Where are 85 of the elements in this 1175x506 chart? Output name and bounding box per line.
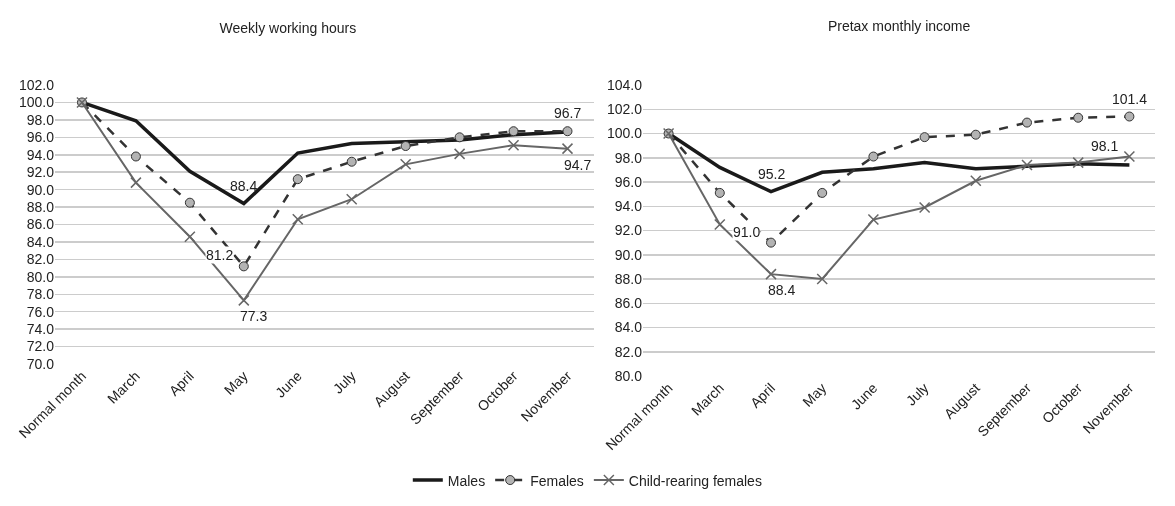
- data-label: 88.4: [230, 178, 258, 194]
- point: [970, 175, 982, 187]
- y-tick-label: 100.0: [18, 94, 55, 111]
- chart-title: Pretax monthly income: [827, 17, 971, 34]
- y-tick-label: 80.0: [614, 367, 643, 384]
- y-tick-label: 84.0: [26, 233, 55, 250]
- data-label: 94.7: [564, 157, 592, 173]
- y-tick-label: 94.0: [26, 146, 55, 163]
- y-tick-label: 88.0: [26, 198, 55, 215]
- point: [292, 174, 303, 185]
- y-tick-label: 102.0: [18, 76, 55, 93]
- point: [345, 193, 358, 205]
- y-tick-label: 80.0: [26, 268, 55, 285]
- y-tick-label: 72.0: [26, 338, 55, 355]
- y-tick-label: 98.0: [26, 111, 55, 128]
- y-tick-label: 90.0: [614, 246, 643, 263]
- y-tick-label: 82.0: [614, 343, 643, 360]
- x-tick-label: May: [799, 379, 830, 410]
- y-tick-label: 96.0: [26, 129, 55, 146]
- x-tick-label: July: [902, 379, 932, 409]
- data-label: 101.4: [1112, 91, 1148, 107]
- point: [508, 126, 519, 137]
- x-tick-label: May: [220, 367, 251, 398]
- point: [399, 158, 412, 171]
- point: [454, 132, 465, 143]
- y-tick-label: 74.0: [26, 321, 55, 338]
- legend-label: Child-rearing females: [628, 472, 762, 489]
- data-label: 95.2: [758, 166, 786, 182]
- point: [765, 268, 777, 280]
- point: [130, 151, 141, 162]
- point: [453, 148, 466, 160]
- point: [1073, 112, 1084, 123]
- y-tick-label: 98.0: [614, 149, 643, 166]
- y-tick-label: 102.0: [606, 101, 643, 118]
- y-tick-label: 82.0: [26, 251, 55, 268]
- y-tick-label: 92.0: [614, 222, 643, 239]
- y-tick-label: 86.0: [614, 295, 643, 312]
- point: [400, 141, 411, 152]
- x-tick-label: July: [329, 367, 359, 397]
- data-label: 77.3: [240, 308, 268, 324]
- point: [714, 218, 726, 231]
- point: [714, 187, 725, 198]
- y-tick-label: 94.0: [614, 198, 643, 215]
- data-label: 98.1: [1091, 138, 1119, 154]
- y-tick-label: 104.0: [606, 76, 643, 93]
- point: [130, 176, 142, 189]
- point: [1124, 111, 1135, 122]
- y-tick-label: 76.0: [26, 303, 55, 320]
- data-label: 88.4: [768, 282, 796, 298]
- point: [817, 187, 828, 198]
- point: [970, 129, 981, 140]
- point: [1021, 159, 1033, 171]
- y-tick-label: 84.0: [614, 319, 643, 336]
- point: [292, 213, 304, 226]
- point: [562, 126, 573, 137]
- point: [507, 139, 520, 151]
- point: [868, 151, 879, 162]
- data-label: 96.7: [554, 105, 582, 121]
- y-tick-label: 70.0: [26, 355, 55, 372]
- y-tick-label: 78.0: [26, 286, 55, 303]
- point: [346, 156, 357, 167]
- legend-label: Females: [530, 472, 584, 489]
- chart-title: Weekly working hours: [219, 19, 357, 36]
- y-tick-label: 100.0: [606, 125, 643, 142]
- point: [1072, 156, 1084, 169]
- y-tick-label: 88.0: [614, 270, 643, 287]
- data-label: 81.2: [206, 247, 234, 263]
- y-tick-label: 90.0: [26, 181, 55, 198]
- point: [1123, 150, 1136, 163]
- y-tick-label: 92.0: [26, 164, 55, 181]
- legend-label: Males: [447, 472, 486, 489]
- point: [867, 213, 880, 226]
- y-tick-label: 86.0: [26, 216, 55, 233]
- point: [184, 197, 195, 208]
- point: [919, 132, 930, 143]
- point: [816, 273, 828, 285]
- point: [238, 294, 250, 307]
- point: [918, 201, 931, 214]
- data-label: 91.0: [733, 224, 761, 240]
- point: [1022, 117, 1032, 128]
- y-tick-label: 96.0: [614, 173, 643, 190]
- point: [561, 142, 574, 155]
- point: [238, 261, 249, 272]
- point: [184, 230, 196, 243]
- point: [766, 237, 776, 248]
